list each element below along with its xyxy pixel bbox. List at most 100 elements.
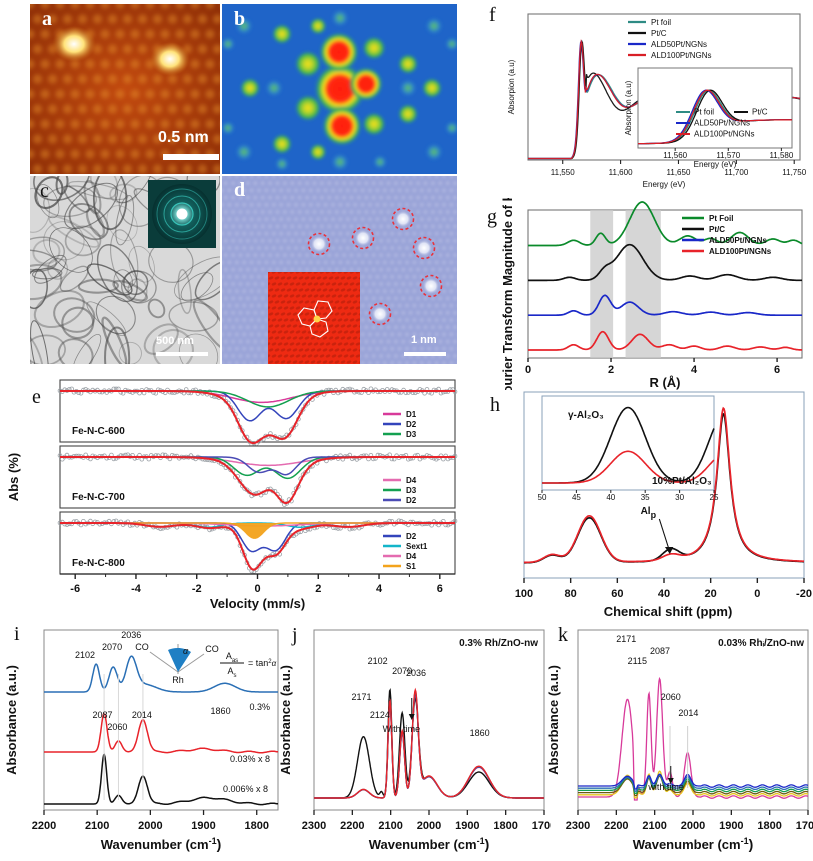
svg-text:Fe-N-C-800: Fe-N-C-800 (72, 558, 125, 569)
panel-j-chart: 0.3% Rh/ZnO-nw 2171 2124 2102 2070 2036 1860 Wi… (276, 620, 551, 861)
svg-text:2036: 2036 (406, 668, 426, 678)
svg-text:Rh: Rh (172, 675, 184, 685)
svg-text:2124: 2124 (370, 710, 390, 720)
svg-text:R (Å): R (Å) (649, 375, 680, 390)
svg-text:2060: 2060 (107, 722, 127, 732)
panel-e-label: e (32, 386, 41, 408)
svg-text:2200: 2200 (32, 820, 56, 832)
svg-text:Energy (eV): Energy (eV) (643, 180, 686, 189)
panel-c-saed-inset (148, 180, 216, 248)
svg-text:11,700: 11,700 (724, 168, 748, 177)
svg-text:25: 25 (710, 493, 719, 502)
panel-j-letter: j (292, 624, 298, 646)
svg-text:2171: 2171 (616, 634, 636, 644)
svg-text:-6: -6 (70, 583, 80, 595)
svg-text:2: 2 (608, 364, 614, 376)
panel-k-chart: 0.03% Rhᵢ/ZnO-nw 2171 2115 2087 2060 2014 with… (546, 620, 813, 861)
svg-text:Absorpion (a.u): Absorpion (a.u) (624, 80, 633, 135)
panel-d-inset (268, 272, 360, 364)
svg-text:11,560: 11,560 (663, 151, 687, 160)
svg-text:45: 45 (572, 493, 581, 502)
svg-text:= tan2α: = tan2α (248, 658, 277, 668)
svg-text:D2: D2 (406, 496, 417, 505)
svg-text:0.006% x 8: 0.006% x 8 (223, 784, 268, 794)
svg-text:2102: 2102 (368, 656, 388, 666)
svg-text:2300: 2300 (302, 820, 326, 832)
panel-c-scalebar-label: 500 nm (156, 335, 194, 347)
svg-text:CO: CO (135, 642, 149, 652)
svg-text:30: 30 (675, 493, 684, 502)
panel-a-scalebar-label: 0.5 nm (158, 129, 209, 146)
svg-text:2: 2 (315, 583, 321, 595)
svg-text:1900: 1900 (191, 820, 215, 832)
svg-text:Pt foil: Pt foil (694, 108, 714, 117)
panel-i-chart: 2102 2070 2036 2087 2060 2014 1860 0.3% 0.03% x … (0, 620, 283, 861)
svg-text:2171: 2171 (352, 692, 372, 702)
svg-text:60: 60 (611, 588, 623, 600)
svg-text:0.3% Rh/ZnO-nw: 0.3% Rh/ZnO-nw (459, 638, 538, 649)
panel-a-label: a (42, 8, 52, 30)
svg-text:With time: With time (383, 724, 421, 734)
svg-text:Pt Foil: Pt Foil (709, 214, 733, 223)
svg-text:20: 20 (705, 588, 717, 600)
svg-text:2000: 2000 (417, 820, 441, 832)
svg-text:Absorbance (a.u.): Absorbance (a.u.) (4, 665, 19, 775)
svg-text:-4: -4 (131, 583, 142, 595)
svg-text:1860: 1860 (470, 728, 490, 738)
svg-text:D4: D4 (406, 552, 417, 561)
svg-text:Absorpion (a.u): Absorpion (a.u) (507, 59, 516, 114)
svg-text:ALD100Pt/NGNs: ALD100Pt/NGNs (709, 247, 772, 256)
svg-text:2102: 2102 (75, 650, 95, 660)
svg-text:Chemical shift (ppm): Chemical shift (ppm) (604, 604, 733, 619)
svg-text:Fourier Transform Magnitude of: Fourier Transform Magnitude of k³χ(k) (500, 198, 515, 390)
svg-text:2087: 2087 (92, 710, 112, 720)
panel-f-chart: 11,550 11,600 11,650 11,700 11,750 Energy (eV… (470, 0, 813, 200)
svg-text:2087: 2087 (650, 646, 670, 656)
svg-text:0: 0 (754, 588, 760, 600)
svg-text:2014: 2014 (132, 710, 152, 720)
svg-text:2036: 2036 (121, 630, 141, 640)
svg-text:2070: 2070 (102, 642, 122, 652)
svg-text:Pt/C: Pt/C (752, 108, 768, 117)
svg-text:2000: 2000 (138, 820, 162, 832)
svg-text:As: As (227, 666, 236, 679)
svg-text:Wavenumber (cm-1): Wavenumber (cm-1) (101, 836, 222, 852)
svg-text:2200: 2200 (604, 820, 628, 832)
svg-text:S1: S1 (406, 562, 416, 571)
svg-text:1860: 1860 (211, 706, 231, 716)
svg-text:6: 6 (437, 583, 443, 595)
panel-h-chart: Alp 100 80 60 40 20 0 -20 Chemical shift (ppm) 50… (470, 386, 813, 622)
panel-f-letter: f (489, 4, 496, 26)
svg-text:2100: 2100 (378, 820, 402, 832)
svg-text:D2: D2 (406, 532, 417, 541)
panel-a-image (30, 4, 220, 174)
panel-d-label: d (234, 179, 246, 201)
svg-text:100: 100 (515, 588, 533, 600)
svg-text:1800: 1800 (493, 820, 517, 832)
svg-text:2014: 2014 (678, 708, 698, 718)
svg-text:4: 4 (376, 583, 383, 595)
svg-text:11,650: 11,650 (667, 168, 691, 177)
svg-text:1700: 1700 (532, 820, 551, 832)
svg-text:Velocity (mm/s): Velocity (mm/s) (210, 596, 305, 611)
svg-text:Fe-N-C-700: Fe-N-C-700 (72, 492, 125, 503)
panel-a-scalebar (163, 154, 219, 160)
svg-text:1900: 1900 (455, 820, 479, 832)
svg-text:11,570: 11,570 (716, 151, 740, 160)
svg-text:Absorbance (a.u.): Absorbance (a.u.) (546, 665, 561, 775)
panel-g-chart: 0 2 4 6 R (Å) Fourier Transform Magnitude of … (470, 198, 813, 390)
svg-text:0.3%: 0.3% (249, 702, 270, 712)
svg-text:Sext1: Sext1 (406, 542, 428, 551)
svg-text:4: 4 (691, 364, 698, 376)
svg-text:ALD50Pt/NGNs: ALD50Pt/NGNs (694, 119, 750, 128)
svg-text:D2: D2 (406, 420, 417, 429)
svg-text:40: 40 (606, 493, 615, 502)
svg-text:2070: 2070 (392, 666, 412, 676)
svg-text:2200: 2200 (340, 820, 364, 832)
svg-text:0.03% x 8: 0.03% x 8 (230, 754, 270, 764)
svg-text:50: 50 (538, 493, 547, 502)
svg-text:Abs (%): Abs (%) (6, 453, 21, 501)
svg-text:1800: 1800 (757, 820, 781, 832)
svg-text:Wavenumber (cm-1): Wavenumber (cm-1) (369, 836, 490, 852)
svg-text:1700: 1700 (796, 820, 813, 832)
